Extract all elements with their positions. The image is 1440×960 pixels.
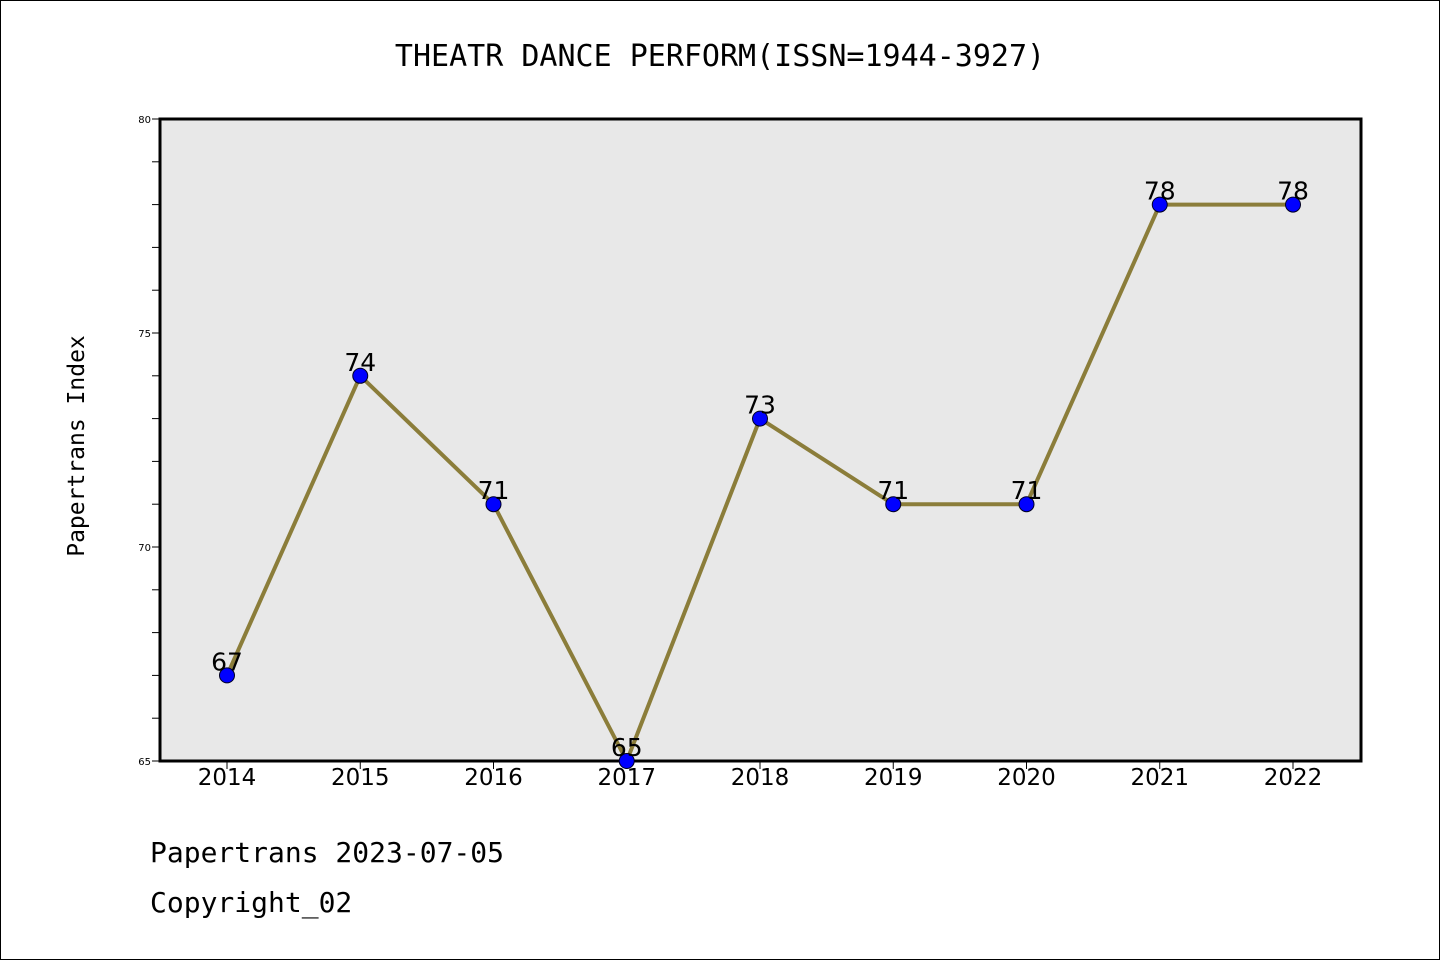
- data-label: 71: [877, 476, 909, 505]
- x-tick-label: 2014: [198, 765, 257, 791]
- data-label: 74: [344, 348, 376, 377]
- data-label: 65: [611, 733, 643, 762]
- y-tick-label: 80: [138, 115, 151, 126]
- x-tick-label: 2016: [464, 765, 523, 791]
- x-tick-label: 2020: [997, 765, 1056, 791]
- chart-title: THEATR DANCE PERFORM(ISSN=1944-3927): [395, 39, 1045, 74]
- data-label: 71: [1011, 476, 1043, 505]
- x-tick-label: 2018: [731, 765, 790, 791]
- data-label: 73: [744, 391, 776, 420]
- y-tick-label: 75: [138, 329, 151, 340]
- data-label: 67: [211, 647, 243, 676]
- y-axis-ticks: 65 70 75 80: [138, 115, 160, 768]
- x-tick-label: 2015: [331, 765, 390, 791]
- x-axis-ticks: 2014 2015 2016 2017 2018 2019 2020 2021 2022: [198, 761, 1323, 791]
- y-tick-label: 70: [138, 543, 151, 554]
- plot-area: [160, 119, 1361, 761]
- x-tick-label: 2022: [1264, 765, 1323, 791]
- footer-copyright: Copyright_02: [150, 886, 352, 919]
- y-axis-label: Papertrans Index: [64, 335, 90, 557]
- x-tick-label: 2019: [864, 765, 923, 791]
- x-tick-label: 2021: [1130, 765, 1189, 791]
- data-label: 71: [478, 476, 510, 505]
- data-label: 78: [1144, 177, 1176, 206]
- y-tick-label: 65: [138, 757, 151, 768]
- data-label: 78: [1277, 177, 1309, 206]
- footer-date: Papertrans 2023-07-05: [150, 836, 504, 869]
